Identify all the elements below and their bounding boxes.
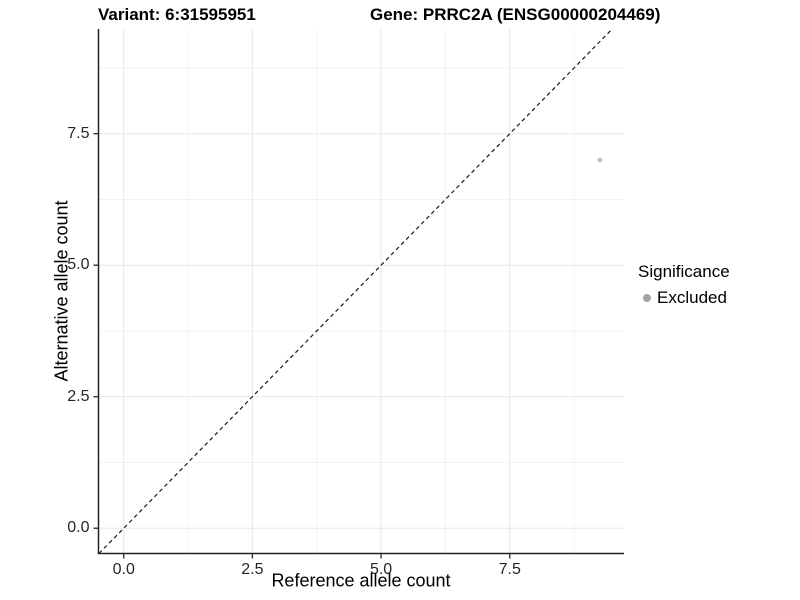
legend-title: Significance [638, 262, 730, 281]
plot-title-variant: Variant: 6:31595951 [98, 5, 256, 24]
excluded-point-icon [643, 294, 651, 302]
plot-title-gene: Gene: PRRC2A (ENSG00000204469) [370, 5, 661, 24]
y-tick-label: 2.5 [67, 387, 90, 405]
y-tick-label: 5.0 [67, 256, 90, 274]
legend-item-excluded: Excluded [638, 288, 730, 308]
x-tick-label: 5.0 [369, 560, 393, 578]
identity-dashed-line [98, 28, 613, 554]
y-tick-label: 0.0 [67, 519, 90, 537]
data-point [597, 157, 603, 163]
x-tick-label: 0.0 [112, 560, 135, 578]
x-axis-title: Reference allele count [271, 570, 451, 591]
legend-item-label: Excluded [657, 288, 727, 307]
y-axis-title: Alternative allele count [51, 200, 72, 382]
x-tick-label: 2.5 [241, 560, 264, 578]
legend: Significance Excluded [638, 262, 730, 308]
y-tick-label: 7.5 [67, 124, 90, 142]
x-tick-label: 7.5 [498, 560, 521, 578]
